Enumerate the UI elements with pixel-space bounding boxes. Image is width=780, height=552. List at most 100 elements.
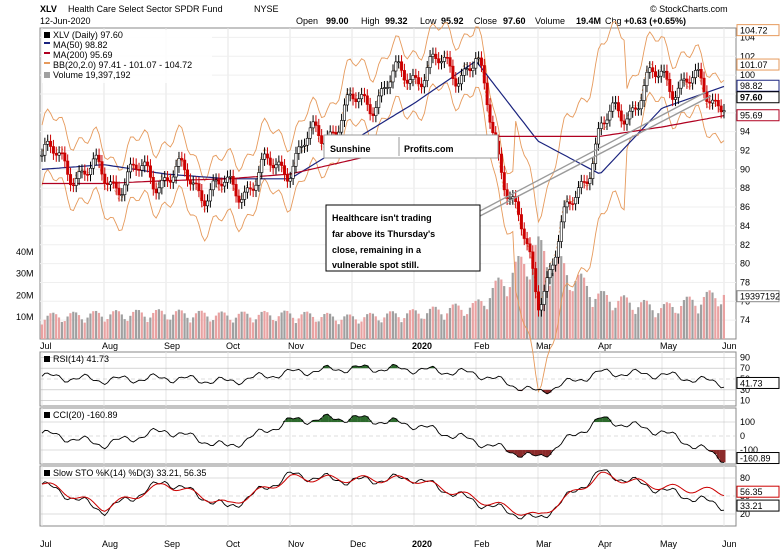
price-candle <box>722 110 726 113</box>
annotation-line-3: close, remaining in a <box>332 245 422 255</box>
volume-bar <box>446 313 449 339</box>
trendline-lower <box>479 95 712 217</box>
volume-bar <box>317 321 320 339</box>
price-candle <box>425 67 429 81</box>
price-candle <box>465 68 469 70</box>
price-candle <box>208 189 212 202</box>
price-candle <box>462 68 466 76</box>
volume-bar <box>394 313 397 339</box>
high-value: 99.32 <box>385 16 408 26</box>
volume-bar <box>183 313 186 339</box>
volume-bar <box>92 311 95 339</box>
open-value: 99.00 <box>326 16 349 26</box>
price-candle <box>186 169 190 181</box>
volume-bar <box>134 309 138 339</box>
volume-bar <box>366 314 369 339</box>
volume-bar <box>231 322 235 339</box>
volume-bar <box>525 276 529 339</box>
indicator-tick-label: 80 <box>740 473 750 483</box>
volume-bar <box>303 311 306 339</box>
price-candle <box>80 170 84 173</box>
price-candle <box>422 80 426 88</box>
volume-bar <box>642 299 646 339</box>
price-candle <box>108 181 112 185</box>
volume-bar <box>660 308 663 339</box>
price-candle <box>146 161 150 167</box>
legend-swatch-ma50 <box>44 42 50 44</box>
price-candle <box>354 98 358 103</box>
volume-bar <box>371 313 375 339</box>
rsi-label-swatch <box>44 356 50 362</box>
volume-bar <box>614 307 617 339</box>
rsi-tag-box <box>736 376 780 389</box>
price-candle <box>517 201 521 215</box>
price-candle <box>571 203 575 205</box>
volume-bar <box>594 298 597 339</box>
volume-bar <box>554 261 557 339</box>
volume-bar <box>694 305 697 339</box>
month-label-top: Jun <box>722 341 737 351</box>
volume-bar <box>408 310 412 339</box>
price-candle <box>103 173 107 184</box>
volume-bar <box>374 316 377 339</box>
ma50-line <box>41 60 725 180</box>
price-candle <box>485 82 489 106</box>
price-candle <box>662 70 666 73</box>
price-candle <box>654 71 658 77</box>
price-candle <box>126 171 130 186</box>
price-candle <box>408 79 412 84</box>
price-tick-label: 90 <box>740 164 750 174</box>
price-candle <box>539 304 543 311</box>
volume-bar <box>699 304 703 339</box>
volume-tag-box <box>736 290 780 303</box>
volume-bar <box>340 319 343 339</box>
price-candle <box>308 127 312 139</box>
price-candle <box>257 172 261 186</box>
volume-bar <box>172 314 175 339</box>
price-candle <box>374 107 378 116</box>
price-candle <box>97 154 101 162</box>
price-candle <box>231 176 235 185</box>
volume-bar <box>605 294 609 339</box>
volume-bar <box>685 296 688 339</box>
price-candle <box>148 165 152 178</box>
price-tag: 101.07 <box>736 58 780 71</box>
volume-bar <box>386 313 389 339</box>
price-candle <box>114 181 118 189</box>
volume-bar <box>568 289 571 339</box>
volume-bar <box>226 315 229 339</box>
volume-bar <box>637 307 640 339</box>
legend-volume: Volume 19,397,192 <box>53 70 131 80</box>
volume-bar <box>154 309 158 339</box>
volume-bar <box>246 313 249 339</box>
price-candle <box>628 110 632 120</box>
volume-bar <box>403 318 406 339</box>
exchange-label: NYSE <box>254 4 279 14</box>
volume-bar <box>474 300 477 339</box>
volume-bar <box>443 319 446 339</box>
price-candle <box>682 78 686 81</box>
legend-swatch-bb <box>44 62 50 64</box>
indicator-tick-label: 90 <box>740 352 750 362</box>
volume-bar <box>548 285 551 339</box>
volume-bar <box>83 322 86 339</box>
volume-bar <box>300 314 303 339</box>
price-candle <box>166 177 170 181</box>
volume-bar <box>719 304 723 339</box>
price-candle <box>388 81 392 88</box>
volume-bar <box>69 313 72 339</box>
price-candle <box>243 191 247 200</box>
volume-bar <box>357 323 360 339</box>
price-candle <box>448 57 452 67</box>
price-candle <box>54 153 58 156</box>
price-candle <box>579 181 583 188</box>
volume-bar <box>628 302 631 339</box>
price-candle <box>639 100 643 110</box>
price-candle <box>217 179 221 185</box>
price-candle <box>263 153 267 160</box>
volume-bar <box>388 311 392 339</box>
price-candle <box>522 228 526 239</box>
price-candle <box>225 176 229 183</box>
price-candle <box>365 95 369 105</box>
price-tag: 104.72 <box>736 24 780 37</box>
